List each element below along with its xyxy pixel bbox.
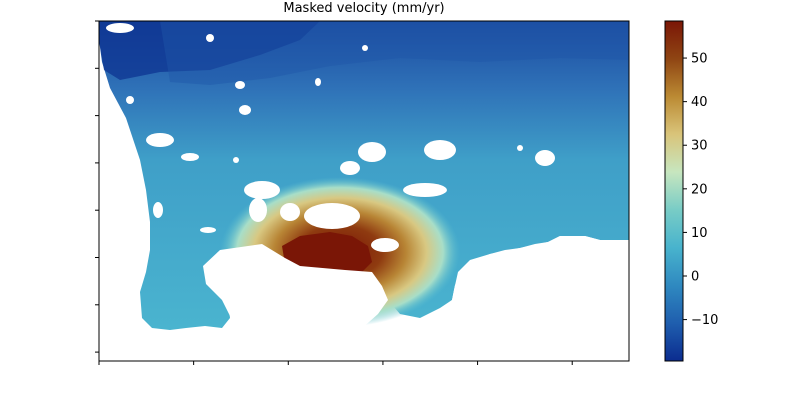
colorbar-tick-label: 30	[691, 139, 708, 154]
colorbar-tick-label: 0	[691, 270, 699, 285]
colorbar-tick-label: −10	[691, 313, 718, 328]
colorbar-tick-label: 10	[691, 226, 708, 241]
colorbar-axis: −10 0 10 20 30 40 50	[683, 52, 718, 328]
x-axis	[98, 361, 573, 365]
colorbar-tick-label: 20	[691, 182, 708, 197]
plot-area	[99, 21, 629, 361]
colorbar-tick-label: 50	[691, 52, 708, 67]
north-band	[160, 21, 629, 85]
colorbar-gradient	[664, 20, 684, 362]
hotspot-core	[282, 232, 372, 272]
north-west-low-region	[99, 21, 320, 80]
chart-title: Masked velocity (mm/yr)	[283, 1, 444, 16]
y-axis	[95, 20, 99, 353]
colorbar-tick-label: 40	[691, 95, 708, 110]
velocity-field	[99, 21, 629, 330]
plot-frame	[98, 20, 630, 362]
colorbar: −10 0 10 20 30 40 50	[664, 20, 718, 362]
masked-holes	[106, 23, 629, 361]
